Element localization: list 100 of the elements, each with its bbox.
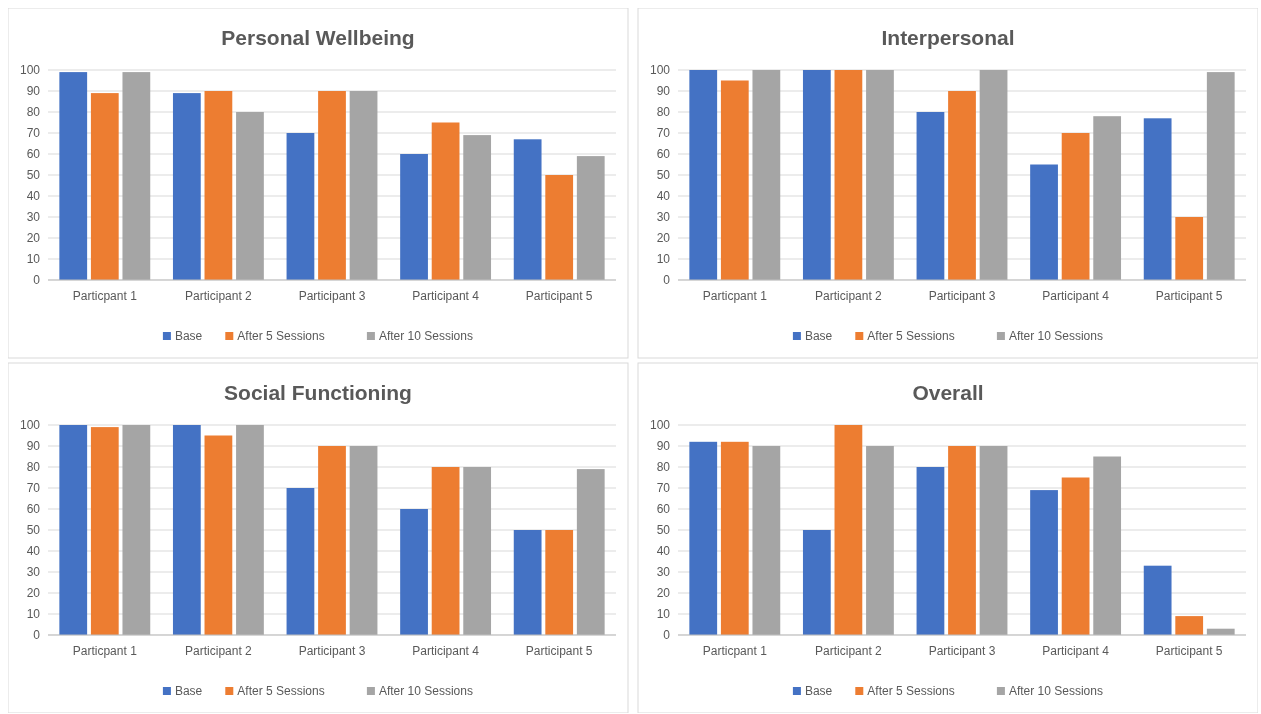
- y-tick-label: 90: [26, 439, 41, 454]
- bar: [172, 93, 201, 280]
- bar: [1175, 217, 1204, 280]
- bar: [59, 72, 88, 280]
- x-tick-label: Participant 5: [525, 644, 593, 658]
- y-tick-label: 80: [26, 460, 41, 475]
- bar: [59, 425, 88, 635]
- bar: [834, 70, 863, 280]
- x-tick-label: Participant 3: [298, 289, 366, 303]
- y-tick-label: 80: [26, 105, 41, 120]
- y-tick-label: 60: [656, 147, 671, 162]
- chart-title: Social Functioning: [224, 381, 412, 404]
- y-tick-label: 10: [656, 252, 671, 267]
- x-tick-label: Particpant 1: [702, 644, 768, 658]
- bar: [1030, 164, 1058, 280]
- x-tick-label: Participant 5: [525, 289, 593, 303]
- bar: [1143, 118, 1172, 280]
- bar: [689, 441, 718, 635]
- chart-title: Overall: [912, 381, 984, 404]
- y-tick-label: 70: [26, 481, 41, 496]
- bar: [204, 91, 233, 280]
- y-tick-label: 100: [649, 418, 671, 433]
- bar: [948, 446, 976, 635]
- x-tick-label: Particpant 1: [72, 644, 138, 658]
- bar: [90, 427, 119, 635]
- x-tick-label: Participant 4: [1042, 289, 1110, 303]
- x-tick-label: Participant 2: [815, 289, 883, 303]
- bar: [752, 70, 781, 280]
- legend-label: After 5 Sessions: [237, 329, 325, 344]
- bar: [431, 467, 460, 635]
- bar: [1093, 116, 1122, 280]
- y-tick-label: 70: [26, 126, 41, 141]
- x-tick-label: Participant 4: [412, 644, 480, 658]
- y-tick-label: 50: [26, 168, 41, 183]
- bar: [349, 446, 378, 635]
- y-tick-label: 40: [656, 544, 671, 559]
- bar: [513, 530, 542, 635]
- chart-title: Interpersonal: [881, 26, 1015, 49]
- y-tick-label: 60: [26, 147, 41, 162]
- y-tick-label: 30: [656, 565, 671, 580]
- bar: [286, 488, 315, 635]
- x-tick-label: Participant 3: [298, 644, 366, 658]
- bar: [979, 70, 1008, 280]
- y-tick-label: 80: [656, 460, 671, 475]
- bar: [1030, 490, 1058, 635]
- bar: [1061, 133, 1090, 280]
- y-tick-label: 100: [19, 63, 41, 78]
- y-tick-label: 10: [26, 607, 41, 622]
- bar: [1143, 565, 1172, 635]
- bar: [576, 469, 605, 635]
- y-tick-label: 80: [656, 105, 671, 120]
- bar: [400, 509, 428, 635]
- legend-label: After 5 Sessions: [867, 684, 955, 699]
- bar: [948, 91, 976, 280]
- bar: [689, 70, 718, 280]
- y-tick-label: 100: [649, 63, 671, 78]
- legend-label: After 10 Sessions: [1008, 684, 1103, 699]
- y-tick-label: 0: [33, 628, 41, 643]
- legend-label: After 10 Sessions: [1008, 329, 1103, 344]
- bar: [866, 446, 894, 635]
- x-tick-label: Participant 2: [185, 644, 253, 658]
- bar: [752, 446, 781, 635]
- y-tick-label: 30: [26, 565, 41, 580]
- legend-label: After 10 Sessions: [378, 329, 473, 344]
- x-tick-label: Particpant 1: [702, 289, 768, 303]
- legend-label: Base: [804, 329, 833, 344]
- bar: [122, 72, 151, 280]
- bar: [545, 530, 574, 635]
- y-tick-label: 70: [656, 126, 671, 141]
- y-tick-label: 40: [26, 189, 41, 204]
- y-tick-label: 50: [656, 523, 671, 538]
- y-tick-label: 0: [33, 273, 41, 288]
- y-tick-label: 90: [656, 439, 671, 454]
- bar: [90, 93, 119, 280]
- bar: [431, 122, 460, 280]
- x-tick-label: Participant 2: [815, 644, 883, 658]
- y-tick-label: 20: [26, 231, 41, 246]
- y-tick-label: 0: [663, 628, 671, 643]
- chart-title: Personal Wellbeing: [221, 26, 415, 49]
- legend-label: After 10 Sessions: [378, 684, 473, 699]
- bar: [1093, 456, 1122, 635]
- bar: [286, 133, 315, 280]
- y-tick-label: 20: [656, 586, 671, 601]
- legend-label: After 5 Sessions: [237, 684, 325, 699]
- y-tick-label: 20: [26, 586, 41, 601]
- bar: [720, 80, 749, 280]
- bar: [204, 435, 233, 635]
- bar: [463, 467, 492, 635]
- y-tick-label: 0: [663, 273, 671, 288]
- y-tick-label: 40: [26, 544, 41, 559]
- x-tick-label: Participant 5: [1155, 644, 1223, 658]
- bar: [236, 425, 264, 635]
- y-tick-label: 100: [19, 418, 41, 433]
- x-tick-label: Particpant 1: [72, 289, 138, 303]
- x-tick-label: Participant 3: [928, 289, 996, 303]
- x-tick-label: Participant 5: [1155, 289, 1223, 303]
- bar: [172, 425, 201, 635]
- y-tick-label: 30: [26, 210, 41, 225]
- bar: [318, 91, 346, 280]
- bar: [916, 112, 945, 280]
